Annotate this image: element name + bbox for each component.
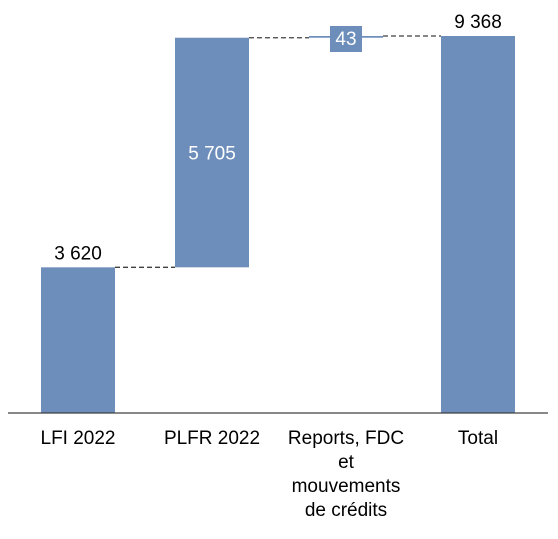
category-labels-group: LFI 2022 PLFR 2022 Reports, FDC et mouvement… (41, 428, 499, 521)
value-labels-group: 3 620 5 705 43 9 368 (54, 12, 502, 264)
value-label-plfr-2022: 5 705 (188, 144, 236, 165)
bars-group (41, 36, 515, 413)
value-label-reports-fdc-et-mouvements-de-cr-dits: 43 (335, 29, 356, 50)
value-label-total: 9 368 (454, 12, 502, 33)
bar-plfr-2022 (175, 37, 249, 268)
category-label-lfi-2022: LFI 2022 (41, 428, 116, 449)
connector-lines (115, 35, 441, 268)
category-label-total: Total (458, 428, 498, 449)
category-label-reports-fdc-et-mouvements-de-cr-dits: Reports, FDC et mouvements de crédits (288, 428, 404, 521)
category-label-plfr-2022: PLFR 2022 (164, 428, 260, 449)
value-label-box (330, 26, 362, 52)
value-label-lfi-2022: 3 620 (54, 243, 102, 264)
bar-lfi-2022 (41, 267, 115, 413)
bar-total (441, 36, 515, 413)
